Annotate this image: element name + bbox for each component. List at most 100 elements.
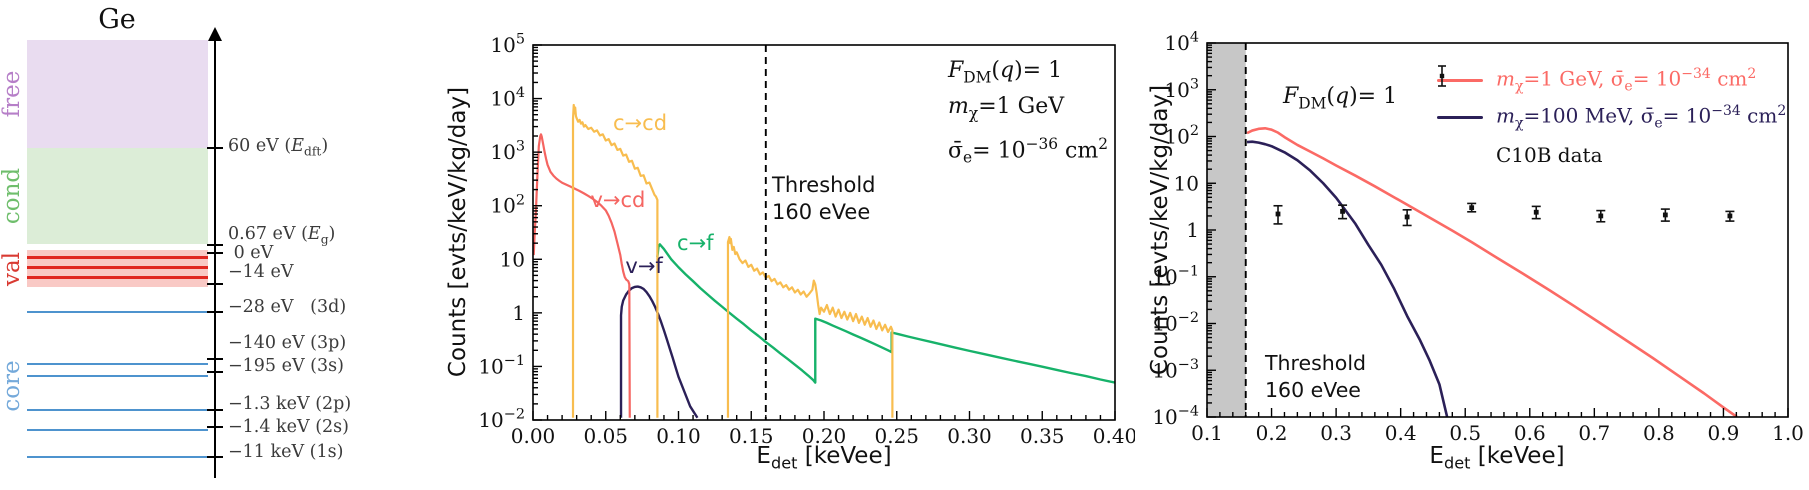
legend-line-swatch: [1435, 115, 1485, 120]
data-point-marker: [1404, 214, 1410, 220]
svg-text:0.00: 0.00: [511, 424, 556, 448]
core-line-5: [27, 456, 208, 459]
svg-text:0.2: 0.2: [1256, 421, 1288, 445]
curve-label-c→f: c→f: [677, 231, 714, 255]
level-label-9: −11 keV (1s): [228, 442, 344, 462]
svg-text:0.15: 0.15: [729, 424, 774, 448]
svg-text:10−1: 10−1: [1152, 263, 1199, 288]
level-label-8: −1.4 keV (2s): [228, 417, 349, 437]
svg-text:10−3: 10−3: [1152, 357, 1199, 382]
data-point-marker: [1662, 212, 1668, 218]
svg-text:0.20: 0.20: [802, 424, 847, 448]
band-label-val: val: [0, 251, 25, 286]
band-label-core: core: [0, 360, 25, 412]
data-point-marker: [1340, 208, 1345, 214]
data-point-marker: [1598, 213, 1604, 219]
series-v→cd-seg0: [533, 133, 631, 418]
data-points-layer: [1273, 202, 1735, 227]
level-label-1: 0.67 eV (Eg): [228, 223, 336, 247]
data-point-marker: [1469, 205, 1475, 211]
right-y-axis-title: Counts [evts/keV/kg/day]: [1147, 84, 1173, 376]
svg-text:10: 10: [1174, 171, 1199, 195]
energy-axis-line: [214, 39, 216, 478]
curve-label-v→cd: v→cd: [590, 188, 645, 212]
right-chart-panel: 0.1 0.2 0.3 0.4 0.5 0.6 0.7 0.8 0.9 1.0 104 103 102 1…: [1135, 0, 1809, 490]
right-threshold-label: Threshold 160 eVee: [1265, 351, 1367, 402]
level-tick-0: [207, 147, 223, 150]
svg-text:0.35: 0.35: [1020, 424, 1065, 448]
data-point-marker: [1275, 211, 1281, 217]
svg-text:0.9: 0.9: [1708, 421, 1740, 445]
svg-text:10−2: 10−2: [1152, 310, 1199, 335]
ticks-layer: [532, 44, 1116, 421]
svg-text:104: 104: [490, 85, 525, 110]
right-info-block: FDM(q)= 1: [1283, 82, 1397, 118]
valence-line-2: [27, 276, 208, 279]
legend-row-1: mχ=100 MeV, σ̄e= 10−34 cm2: [1435, 99, 1786, 136]
info-line-sigma: σ̄e= 10−36 cm2: [948, 134, 1109, 167]
level-label-4: −28 eV (3d): [228, 297, 347, 317]
legend-row-0: mχ=1 GeV, σ̄e= 10−34 cm2: [1435, 62, 1786, 99]
right-chart-svg: 0.1 0.2 0.3 0.4 0.5 0.6 0.7 0.8 0.9 1.0 104 103 102 1…: [1152, 30, 1804, 445]
energy-axis-arrow-icon: [208, 27, 222, 41]
svg-text:0.6: 0.6: [1514, 421, 1546, 445]
level-label-7: −1.3 keV (2p): [228, 394, 352, 414]
svg-text:1: 1: [1186, 218, 1199, 242]
core-line-2: [27, 375, 208, 378]
svg-text:102: 102: [1164, 123, 1199, 148]
level-label-6: −195 eV (3s): [228, 356, 344, 376]
svg-text:1.0: 1.0: [1772, 421, 1804, 445]
svg-text:0.1: 0.1: [1191, 421, 1223, 445]
valence-line-0: [27, 256, 208, 259]
svg-text:10−1: 10−1: [478, 353, 525, 378]
right-x-axis-title: Edet [keVee]: [1429, 443, 1565, 473]
data-point-marker: [1533, 209, 1539, 215]
svg-text:103: 103: [490, 139, 525, 164]
band-free: [27, 40, 208, 148]
level-tick-3: [207, 283, 223, 286]
middle-chart-svg: 0.00 0.05 0.10 0.15 0.20 0.25 0.30 0.35 0.40 105 1…: [478, 32, 1135, 448]
core-line-3: [27, 409, 208, 412]
series-c→f-seg0: [656, 243, 1115, 384]
series-mχ=1 GeV-seg0: [1246, 126, 1738, 417]
svg-text:0.40: 0.40: [1093, 424, 1135, 448]
level-label-3: −14 eV: [228, 262, 294, 282]
legend-label: C10B data: [1496, 142, 1603, 167]
svg-text:10: 10: [500, 247, 525, 271]
level-tick-7: [207, 409, 223, 412]
series-v→f-seg0: [619, 285, 699, 419]
core-line-4: [27, 429, 208, 432]
series-c→cd-seg0: [571, 103, 659, 418]
svg-text:0.7: 0.7: [1578, 421, 1610, 445]
level-tick-1: [207, 244, 223, 247]
info-line-mchi: mχ=1 GeV: [948, 94, 1065, 123]
middle-chart-panel: 0.00 0.05 0.10 0.15 0.20 0.25 0.30 0.35 0.40 105 1…: [370, 0, 1135, 490]
series-layer: [1246, 126, 1738, 417]
svg-text:0.05: 0.05: [583, 424, 628, 448]
band-cond: [27, 148, 208, 244]
series-layer: [533, 103, 1115, 419]
svg-text:0.10: 0.10: [656, 424, 701, 448]
data-point-marker: [1727, 213, 1733, 219]
diagram-title: Ge: [98, 4, 136, 35]
series-mχ=100 MeV-seg0: [1246, 140, 1449, 417]
info-line-fdm: FDM(q)= 1: [1283, 84, 1398, 113]
level-label-0: 60 eV (Edft): [228, 135, 329, 159]
middle-threshold-label: Threshold 160 eVee: [772, 173, 876, 224]
level-tick-4: [207, 311, 223, 314]
valence-line-1: [27, 266, 208, 269]
svg-text:10−4: 10−4: [1152, 404, 1199, 429]
svg-text:0.8: 0.8: [1643, 421, 1675, 445]
legend-row-2: C10B data: [1435, 65, 1786, 173]
svg-text:0.5: 0.5: [1449, 421, 1481, 445]
legend-line-swatch: [1435, 78, 1485, 83]
info-line-fdm: FDM(q)= 1: [948, 58, 1063, 87]
svg-text:0.4: 0.4: [1385, 421, 1417, 445]
band-label-cond: cond: [0, 167, 25, 225]
legend-label: mχ=1 GeV, σ̄e= 10−34 cm2: [1496, 66, 1757, 95]
level-tick-8: [207, 426, 223, 429]
legend-label: mχ=100 MeV, σ̄e= 10−34 cm2: [1496, 103, 1787, 132]
curve-label-v→f: v→f: [625, 254, 663, 278]
level-label-2: 0 eV: [228, 243, 274, 263]
svg-text:0.3: 0.3: [1320, 421, 1352, 445]
